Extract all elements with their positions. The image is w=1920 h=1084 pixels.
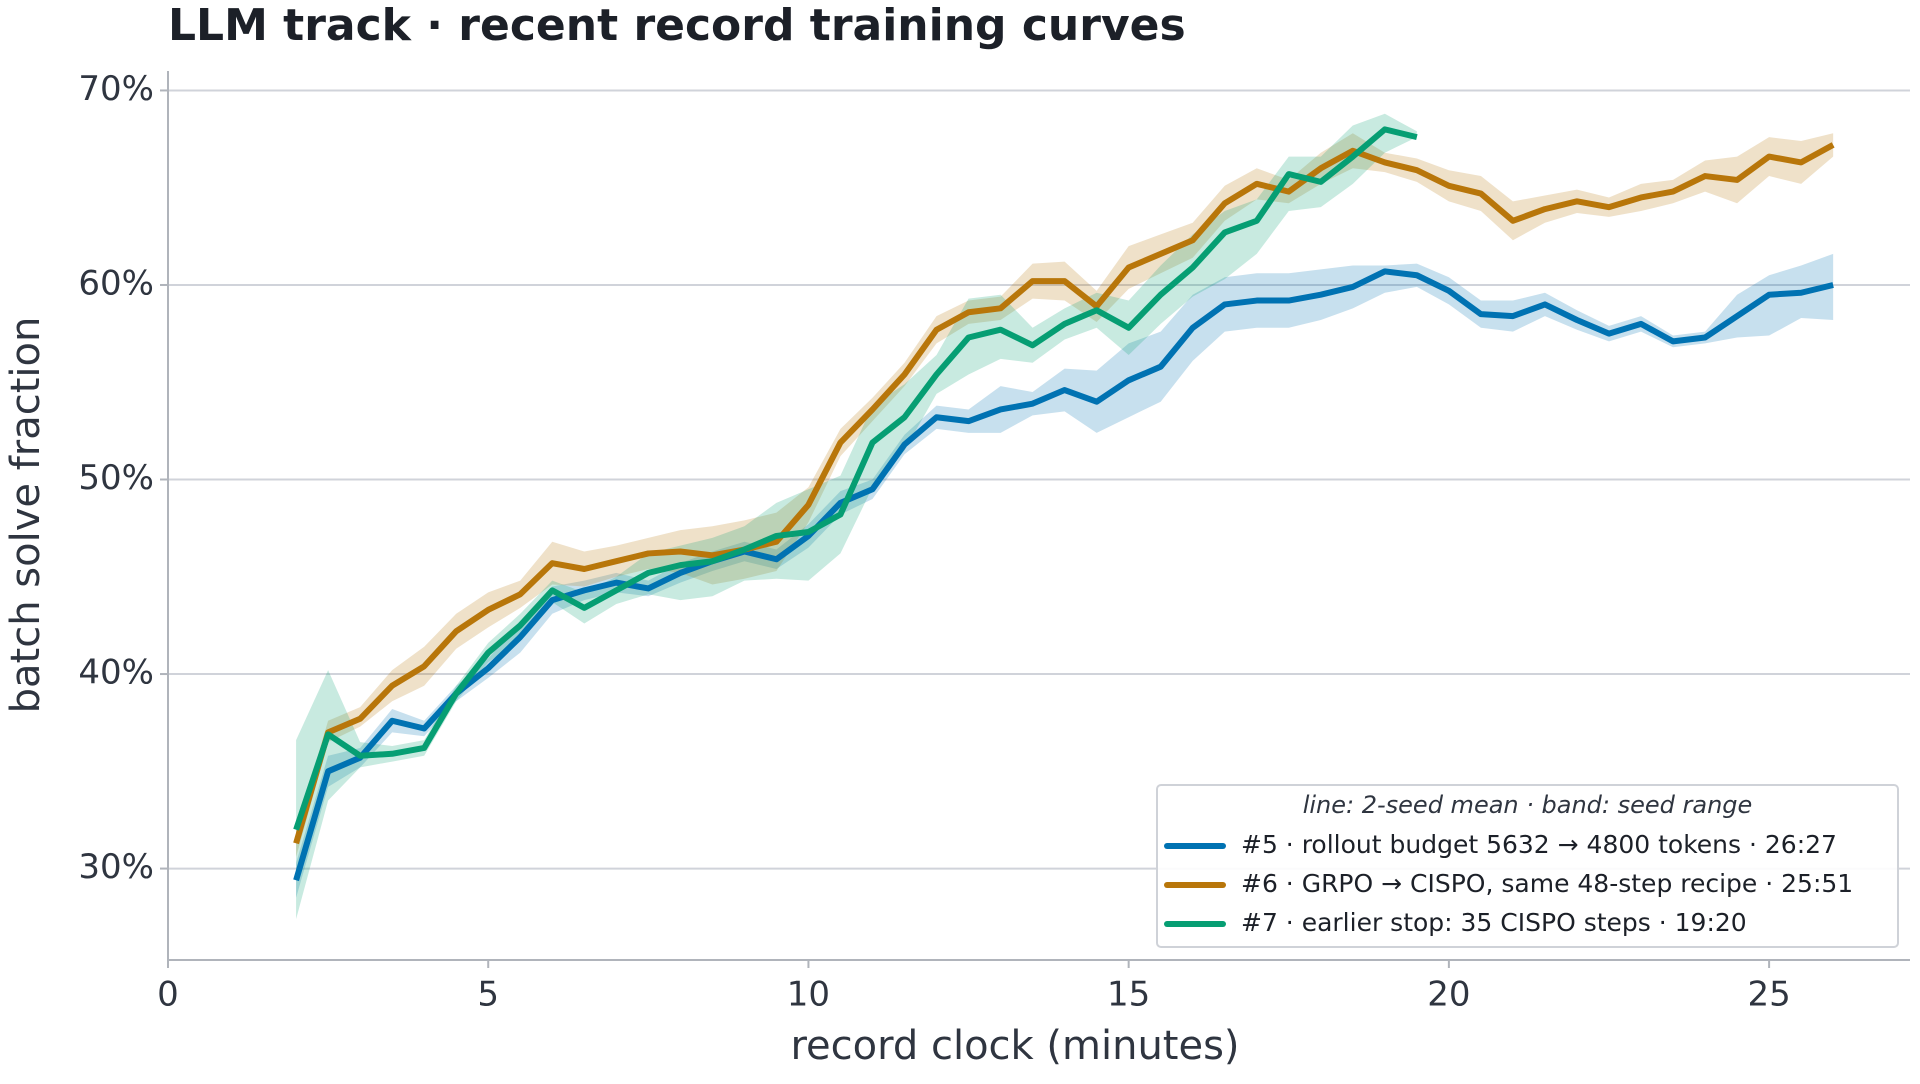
x-tick-label: 0 — [157, 975, 179, 1015]
x-tick-label: 15 — [1107, 975, 1150, 1015]
y-tick-label: 30% — [78, 847, 154, 887]
x-axis-label: record clock (minutes) — [790, 1023, 1239, 1069]
y-axis-label: batch solve fraction — [3, 317, 49, 714]
seed-band — [296, 133, 1834, 857]
series-line — [293, 126, 1418, 831]
y-tick-label: 40% — [78, 653, 154, 693]
series-line — [293, 142, 1835, 845]
series-line — [293, 268, 1834, 882]
y-tick-label: 70% — [78, 69, 154, 109]
seed-band — [296, 113, 1417, 920]
legend-label: #6 · GRPO → CISPO, same 48-step recipe ·… — [1241, 869, 1853, 898]
x-tick-label: 5 — [477, 975, 499, 1015]
seed-band — [296, 253, 1834, 898]
x-tick-label: 10 — [787, 975, 830, 1015]
y-tick-label: 50% — [78, 458, 154, 498]
legend-box — [1156, 784, 1899, 948]
legend-label: #5 · rollout budget 5632 → 4800 tokens ·… — [1241, 830, 1837, 859]
legend-title: line: 2-seed mean · band: seed range — [1303, 791, 1753, 819]
x-tick-label: 25 — [1747, 975, 1790, 1015]
x-tick-label: 20 — [1427, 975, 1470, 1015]
legend-label: #7 · earlier stop: 35 CISPO steps · 19:2… — [1241, 908, 1747, 937]
y-tick-label: 60% — [78, 263, 154, 303]
chart-title: LLM track · recent record training curve… — [168, 0, 1186, 51]
